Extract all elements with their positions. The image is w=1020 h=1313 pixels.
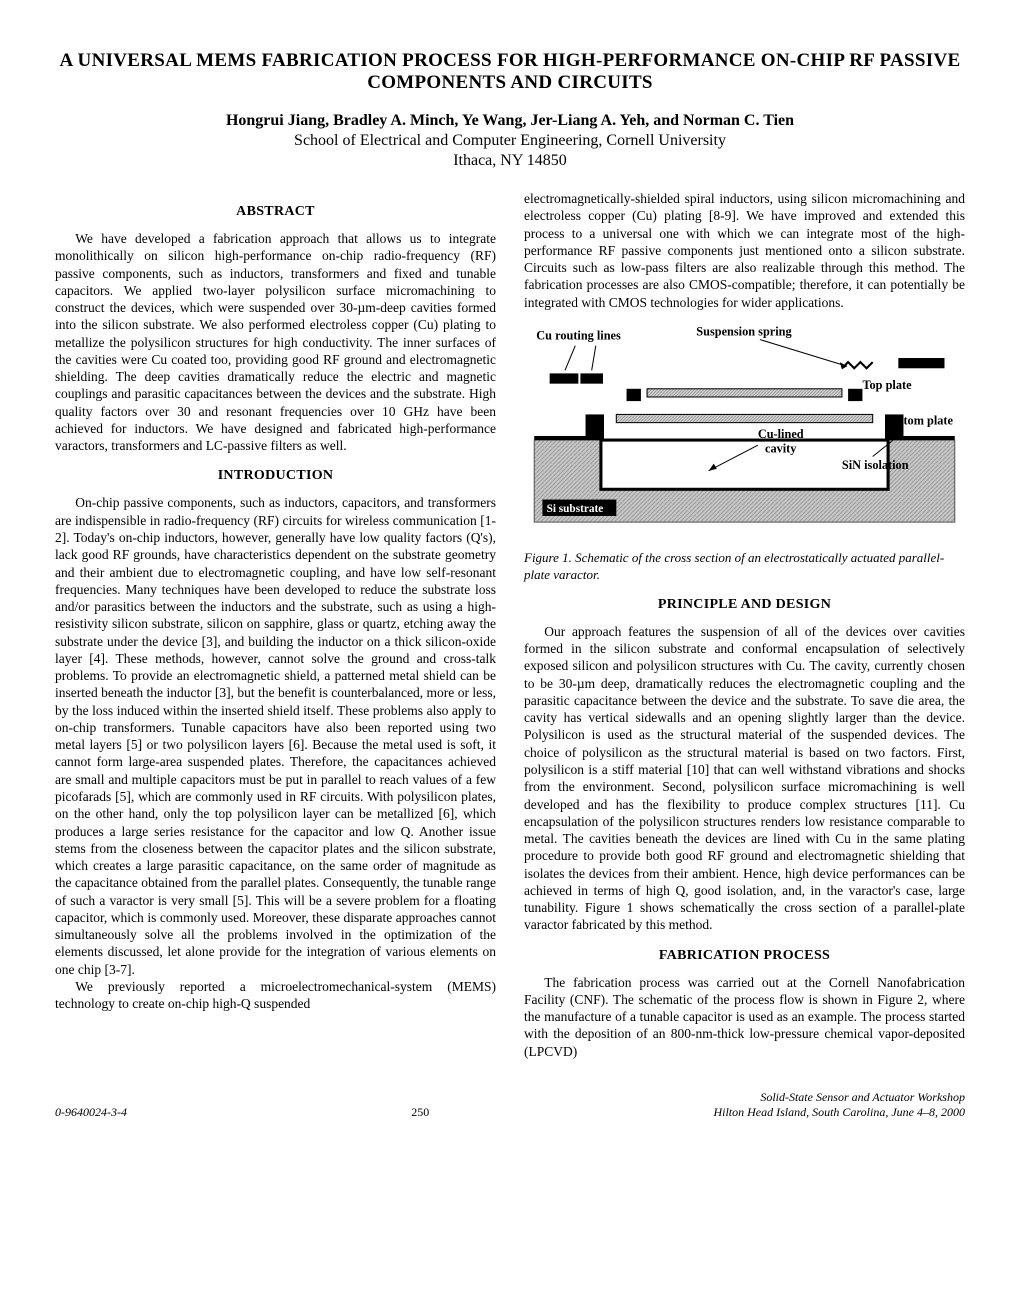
fabrication-heading: FABRICATION PROCESS bbox=[524, 948, 965, 964]
label-suspension: Suspension spring bbox=[696, 324, 792, 338]
principle-heading: PRINCIPLE AND DESIGN bbox=[524, 597, 965, 613]
abstract-text: We have developed a fabrication approach… bbox=[55, 230, 496, 454]
intro-para-2: We previously reported a microelectromec… bbox=[55, 978, 496, 1013]
label-bottom-plate: Bottom plate bbox=[885, 414, 954, 428]
two-column-layout: ABSTRACT We have developed a fabrication… bbox=[55, 190, 965, 1060]
introduction-heading: INTRODUCTION bbox=[55, 468, 496, 484]
footer-page-number: 250 bbox=[411, 1105, 429, 1120]
col2-continuation: electromagnetically-shielded spiral indu… bbox=[524, 190, 965, 311]
fabrication-text: The fabrication process was carried out … bbox=[524, 974, 965, 1060]
paper-title: A UNIVERSAL MEMS FABRICATION PROCESS FOR… bbox=[55, 50, 965, 94]
principle-text: Our approach features the suspension of … bbox=[524, 623, 965, 934]
label-substrate: Si substrate bbox=[547, 503, 604, 515]
label-cu-cavity-2: cavity bbox=[765, 441, 797, 455]
affiliation: School of Electrical and Computer Engine… bbox=[55, 132, 965, 150]
authors: Hongrui Jiang, Bradley A. Minch, Ye Wang… bbox=[55, 112, 965, 130]
label-top-plate: Top plate bbox=[862, 378, 912, 392]
intro-para-1: On-chip passive components, such as indu… bbox=[55, 494, 496, 977]
figure-1-svg: Cu routing lines Suspension spring Top p… bbox=[524, 317, 965, 538]
label-cu-routing: Cu routing lines bbox=[536, 328, 621, 342]
footer-venue-line2: Hilton Head Island, South Carolina, June… bbox=[713, 1105, 965, 1120]
location: Ithaca, NY 14850 bbox=[55, 152, 965, 170]
column-right: electromagnetically-shielded spiral indu… bbox=[524, 190, 965, 1060]
figure-1: Cu routing lines Suspension spring Top p… bbox=[524, 317, 965, 543]
label-sin: SiN isolation bbox=[842, 458, 909, 472]
abstract-heading: ABSTRACT bbox=[55, 204, 496, 220]
footer-isbn: 0-9640024-3-4 bbox=[55, 1105, 127, 1120]
footer-venue: Solid-State Sensor and Actuator Workshop… bbox=[713, 1090, 965, 1120]
label-cu-cavity-1: Cu-lined bbox=[758, 427, 804, 441]
page-footer: 0-9640024-3-4 250 Solid-State Sensor and… bbox=[55, 1090, 965, 1120]
column-left: ABSTRACT We have developed a fabrication… bbox=[55, 190, 496, 1060]
footer-venue-line1: Solid-State Sensor and Actuator Workshop bbox=[713, 1090, 965, 1105]
figure-1-caption: Figure 1. Schematic of the cross section… bbox=[524, 550, 965, 583]
